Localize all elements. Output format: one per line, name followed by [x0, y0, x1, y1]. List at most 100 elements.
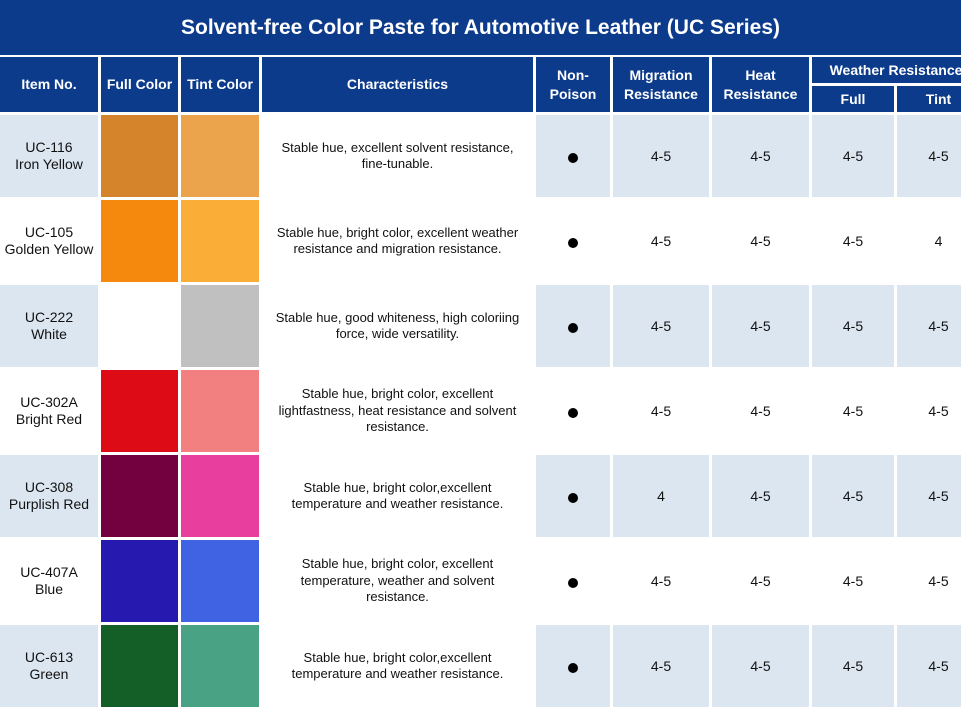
characteristics-cell: Stable hue, bright color,excellent tempe…: [262, 625, 533, 707]
migration-resistance-cell: 4-5: [613, 540, 709, 622]
non-poison-dot-icon: [568, 323, 578, 333]
heat-resistance-cell: 4-5: [712, 370, 809, 452]
weather-full-cell: 4-5: [812, 455, 894, 537]
heat-resistance-cell-value: 4-5: [750, 232, 771, 249]
weather-tint-cell-value: 4-5: [928, 317, 949, 334]
product-table: Item No. Full Color Tint Color Character…: [0, 57, 961, 707]
item-no-cell: UC-308 Purplish Red: [0, 455, 98, 537]
weather-tint-cell: 4-5: [897, 540, 961, 622]
weather-full-cell: 4-5: [812, 625, 894, 707]
characteristics-text: Stable hue, bright color, excellent weat…: [276, 224, 519, 257]
weather-tint-cell-value: 4-5: [928, 657, 949, 674]
weather-full-cell: 4-5: [812, 200, 894, 282]
weather-tint-cell: 4: [897, 200, 961, 282]
full-color-swatch: [101, 115, 178, 197]
weather-full-cell-value: 4-5: [842, 572, 864, 589]
characteristics-cell: Stable hue, bright color, excellent ligh…: [262, 370, 533, 452]
item-no-cell: UC-116 Iron Yellow: [0, 115, 98, 197]
migration-resistance-cell: 4-5: [613, 285, 709, 367]
characteristics-text: Stable hue, bright color,excellent tempe…: [291, 649, 504, 682]
migration-resistance-cell-value: 4-5: [650, 657, 672, 674]
weather-full-cell-value: 4-5: [842, 402, 864, 419]
header-heat-resistance: Heat Resistance: [712, 57, 809, 112]
characteristics-cell: Stable hue, bright color, excellent weat…: [262, 200, 533, 282]
tint-color-swatch: [181, 370, 259, 452]
heat-resistance-cell-value: 4-5: [750, 657, 771, 674]
heat-resistance-cell: 4-5: [712, 540, 809, 622]
heat-resistance-cell-value: 4-5: [750, 147, 771, 164]
item-code: UC-116: [25, 139, 73, 155]
item-color-name: Iron Yellow: [15, 156, 83, 172]
header-heat-line1: Heat: [745, 66, 776, 83]
migration-resistance-cell-value: 4-5: [650, 147, 672, 164]
item-code: UC-222: [24, 309, 74, 325]
full-color-swatch: [101, 370, 178, 452]
header-weather-full: Full: [812, 86, 894, 112]
weather-tint-cell: 4-5: [897, 455, 961, 537]
weather-full-cell-value: 4-5: [842, 317, 864, 334]
weather-tint-cell: 4-5: [897, 285, 961, 367]
weather-tint-cell: 4-5: [897, 115, 961, 197]
weather-tint-cell-value: 4-5: [928, 147, 949, 164]
heat-resistance-cell-value: 4-5: [750, 487, 771, 504]
migration-resistance-cell: 4-5: [613, 115, 709, 197]
tint-color-swatch: [181, 200, 259, 282]
weather-full-cell: 4-5: [812, 115, 894, 197]
header-migration-line2: Resistance: [624, 85, 698, 102]
non-poison-cell: [536, 540, 610, 622]
full-color-swatch: [101, 455, 178, 537]
full-color-swatch: [101, 200, 178, 282]
header-non-poison: Non- Poison: [536, 57, 610, 112]
migration-resistance-cell-value: 4-5: [650, 402, 672, 419]
full-color-swatch: [101, 625, 178, 707]
weather-tint-cell-value: 4-5: [928, 487, 949, 504]
item-color-name: Purplish Red: [8, 496, 90, 512]
item-color-name: White: [31, 326, 67, 342]
characteristics-text: Stable hue, bright color,excellent tempe…: [291, 479, 504, 512]
item-code: UC-407A: [20, 564, 78, 580]
non-poison-cell: [536, 115, 610, 197]
header-full-color: Full Color: [101, 57, 178, 112]
migration-resistance-cell-value: 4-5: [650, 317, 672, 334]
header-migration-resistance: Migration Resistance: [613, 57, 709, 112]
non-poison-dot-icon: [568, 493, 578, 503]
non-poison-dot-icon: [568, 663, 578, 673]
item-code: UC-613: [24, 649, 74, 665]
full-color-swatch: [101, 285, 178, 367]
tint-color-swatch: [181, 285, 259, 367]
item-color-name: Green: [29, 666, 69, 682]
migration-resistance-cell-value: 4-5: [650, 232, 672, 249]
heat-resistance-cell: 4-5: [712, 285, 809, 367]
header-heat-line2: Resistance: [723, 85, 798, 102]
item-no-cell: UC-105 Golden Yellow: [0, 200, 98, 282]
tint-color-swatch: [181, 455, 259, 537]
item-color-name: Golden Yellow: [4, 241, 94, 257]
migration-resistance-cell: 4-5: [613, 200, 709, 282]
weather-tint-cell: 4-5: [897, 625, 961, 707]
item-color-name: Blue: [34, 581, 64, 597]
header-weather-resistance: Weather Resistance: [812, 57, 961, 83]
tint-color-swatch: [181, 625, 259, 707]
item-no-cell: UC-613 Green: [0, 625, 98, 707]
page-title: Solvent-free Color Paste for Automotive …: [0, 0, 961, 55]
heat-resistance-cell-value: 4-5: [750, 317, 771, 334]
full-color-swatch: [101, 540, 178, 622]
characteristics-cell: Stable hue, excellent solvent resistance…: [262, 115, 533, 197]
weather-full-cell: 4-5: [812, 285, 894, 367]
weather-full-cell-value: 4-5: [842, 657, 864, 674]
non-poison-dot-icon: [568, 238, 578, 248]
header-item-no: Item No.: [0, 57, 98, 112]
non-poison-dot-icon: [568, 408, 578, 418]
non-poison-cell: [536, 200, 610, 282]
migration-resistance-cell-value: 4: [657, 487, 665, 504]
header-weather-tint: Tint: [897, 86, 961, 112]
non-poison-cell: [536, 285, 610, 367]
item-color-name: Bright Red: [15, 411, 83, 427]
heat-resistance-cell: 4-5: [712, 625, 809, 707]
header-migration-line1: Migration: [629, 66, 693, 83]
characteristics-cell: Stable hue, good whiteness, high colorii…: [262, 285, 533, 367]
tint-color-swatch: [181, 540, 259, 622]
characteristics-text: Stable hue, bright color, excellent ligh…: [278, 386, 517, 435]
weather-tint-cell-value: 4-5: [928, 402, 949, 419]
migration-resistance-cell-value: 4-5: [650, 572, 672, 589]
